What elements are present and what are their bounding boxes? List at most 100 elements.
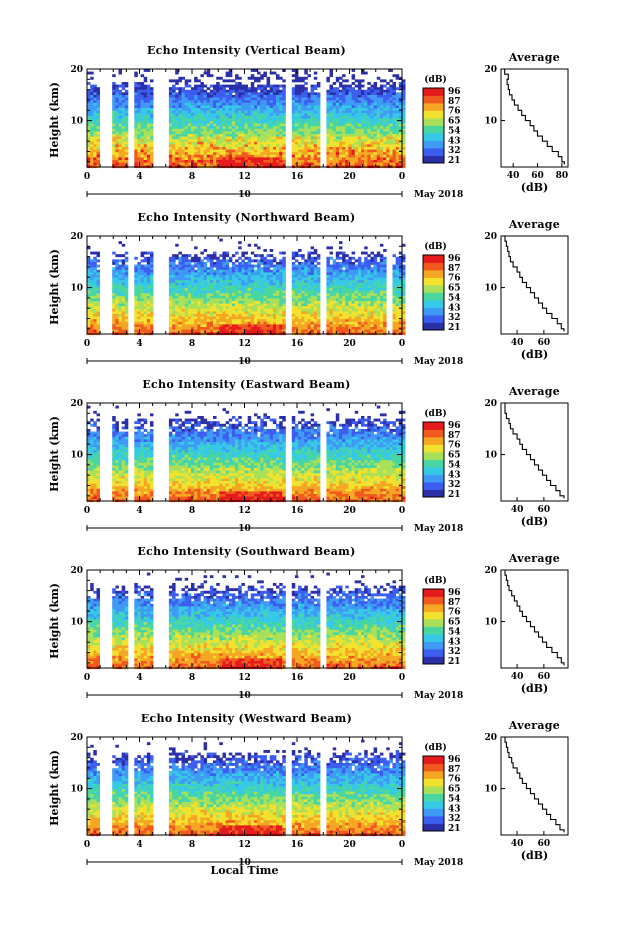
- heatmap-cell: [266, 290, 271, 294]
- heatmap-cell: [342, 264, 346, 268]
- heatmap-cell: [339, 316, 343, 320]
- heatmap-cell: [172, 105, 176, 109]
- heatmap-cell: [96, 264, 100, 268]
- heatmap-cell: [348, 134, 352, 137]
- heatmap-cell: [301, 301, 305, 304]
- heatmap-cell: [168, 95, 173, 98]
- heatmap-cell: [191, 149, 195, 153]
- heatmap-cell: [298, 311, 302, 315]
- heatmap-cell: [238, 306, 242, 310]
- heatmap-cell: [187, 277, 192, 281]
- heatmap-cell: [269, 275, 274, 278]
- heatmap-cell: [250, 102, 255, 106]
- heatmap-cell: [263, 154, 267, 158]
- heatmap-cell: [316, 293, 321, 297]
- heatmap-cell: [379, 113, 384, 117]
- heatmap-cell: [228, 272, 233, 276]
- heatmap-cell: [254, 269, 258, 273]
- heatmap-cell: [379, 254, 384, 258]
- heatmap-cell: [313, 113, 318, 117]
- heatmap-cell: [298, 157, 302, 161]
- colorbar-segment: [423, 118, 444, 126]
- heatmap-cell: [121, 282, 126, 286]
- heatmap-cell: [269, 84, 274, 88]
- heatmap-cell: [90, 308, 94, 312]
- heatmap-cell: [402, 89, 406, 93]
- heatmap-cell: [395, 308, 400, 312]
- heatmap-cell: [386, 105, 390, 109]
- heatmap-cell: [197, 105, 201, 109]
- heatmap-cell: [137, 272, 141, 276]
- heatmap-cell: [231, 290, 236, 294]
- heatmap-cell: [386, 113, 390, 117]
- heatmap-cell: [389, 87, 393, 91]
- heatmap-cell: [181, 144, 185, 148]
- heatmap-cell: [213, 144, 217, 148]
- heatmap-cell: [329, 293, 333, 297]
- heatmap-cell: [383, 308, 387, 312]
- heatmap-cell: [150, 262, 154, 265]
- heatmap-cell: [115, 272, 119, 276]
- heatmap-cell: [313, 162, 318, 166]
- heatmap-cell: [379, 272, 384, 276]
- heatmap-cell: [213, 89, 217, 93]
- heatmap-cell: [398, 277, 403, 281]
- heatmap-cell: [93, 113, 97, 117]
- heatmap-cell: [254, 160, 258, 163]
- heatmap-cell: [392, 298, 396, 302]
- heatmap-cell: [118, 272, 122, 276]
- heatmap-cell: [395, 314, 400, 317]
- heatmap-cell: [181, 282, 185, 286]
- heatmap-cell: [216, 123, 220, 127]
- heatmap-cell: [379, 288, 384, 291]
- heatmap-cell: [348, 121, 352, 124]
- heatmap-cell: [263, 108, 267, 111]
- heatmap-cell: [134, 154, 138, 158]
- heatmap-cell: [124, 157, 129, 161]
- heatmap-cell: [172, 87, 176, 91]
- heatmap-cell: [357, 267, 362, 271]
- heatmap-cell: [241, 131, 245, 135]
- heatmap-cell: [150, 277, 154, 281]
- heatmap-cell: [316, 95, 321, 98]
- heatmap-cell: [304, 293, 308, 297]
- heatmap-cell: [276, 262, 280, 265]
- heatmap-cell: [206, 301, 211, 304]
- heatmap-cell: [250, 272, 255, 276]
- heatmap-cell: [87, 256, 91, 260]
- heatmap-cell: [339, 311, 343, 315]
- heatmap-cell: [241, 144, 245, 148]
- heatmap-cell: [301, 256, 305, 260]
- heatmap-cell: [143, 256, 148, 260]
- heatmap-cell: [96, 251, 100, 255]
- heatmap-cell: [225, 113, 230, 117]
- heatmap-cell: [316, 269, 321, 273]
- heatmap-cell: [376, 97, 381, 101]
- heatmap-cell: [187, 108, 192, 111]
- heatmap-cell: [225, 285, 230, 289]
- heatmap-cell: [143, 128, 148, 132]
- heatmap-cell: [313, 115, 318, 119]
- heatmap-cell: [357, 311, 362, 315]
- heatmap-cell: [194, 308, 198, 312]
- heatmap-cell: [276, 269, 280, 273]
- heatmap-cell: [87, 288, 91, 291]
- heatmap-cell: [364, 152, 368, 156]
- heatmap-cell: [206, 131, 211, 135]
- heatmap-cell: [225, 262, 230, 265]
- heatmap-cell: [112, 267, 116, 271]
- heatmap-cell: [194, 288, 198, 291]
- heatmap-cell: [307, 95, 311, 98]
- heatmap-cell: [307, 108, 311, 111]
- heatmap-cell: [379, 128, 384, 132]
- heatmap-cell: [379, 282, 384, 286]
- heatmap-cell: [194, 282, 198, 286]
- heatmap-cell: [247, 243, 252, 247]
- heatmap-cell: [203, 160, 208, 163]
- heatmap-cell: [216, 128, 220, 132]
- heatmap-cell: [364, 251, 368, 255]
- heatmap-cell: [402, 154, 406, 158]
- heatmap-cell: [301, 92, 305, 96]
- heatmap-cell: [143, 264, 148, 268]
- heatmap-cell: [389, 69, 393, 72]
